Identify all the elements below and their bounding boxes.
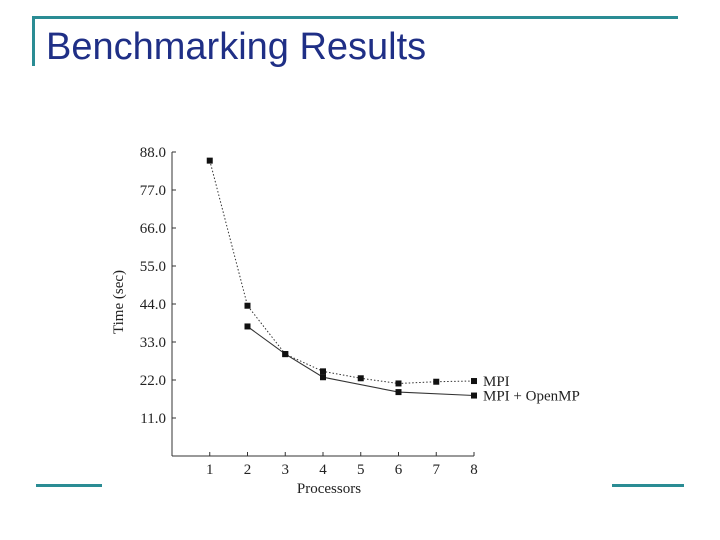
x-tick-label: 5 xyxy=(357,462,365,478)
y-tick-label: 66.0 xyxy=(140,221,166,237)
data-point xyxy=(320,374,326,381)
y-tick-label: 33.0 xyxy=(140,335,166,351)
data-point xyxy=(320,368,326,375)
data-point xyxy=(244,302,251,309)
x-tick-label: 6 xyxy=(395,462,403,478)
series-line xyxy=(247,326,475,397)
x-tick-label: 4 xyxy=(319,462,327,478)
x-tick-label: 7 xyxy=(433,462,441,478)
data-point xyxy=(471,392,477,399)
series-mpi: MPI xyxy=(206,157,510,390)
y-tick-label: 22.0 xyxy=(140,373,166,389)
y-ticks: 88.0 77.0 66.0 55.0 44.0 33.0 22.0 11.0 xyxy=(140,145,176,427)
data-point xyxy=(244,323,251,330)
data-point xyxy=(433,378,440,385)
y-tick-label: 88.0 xyxy=(140,145,166,161)
legend-label: MPI + OpenMP xyxy=(483,389,580,405)
accent-rule-left xyxy=(36,484,102,487)
x-ticks: 1 2 3 4 5 6 7 8 xyxy=(206,452,478,478)
y-tick-label: 44.0 xyxy=(140,297,166,313)
y-tick-label: 55.0 xyxy=(140,259,166,275)
x-axis-label: Processors xyxy=(297,481,361,497)
frame-left-rule xyxy=(32,16,35,66)
data-point xyxy=(395,380,402,387)
data-point xyxy=(282,351,289,358)
data-point xyxy=(206,157,213,164)
x-tick-label: 1 xyxy=(206,462,214,478)
x-tick-label: 8 xyxy=(470,462,478,478)
data-point xyxy=(395,389,402,396)
series-line xyxy=(209,160,475,385)
x-tick-label: 3 xyxy=(282,462,290,478)
series-mpi-openmp: MPI + OpenMP xyxy=(244,323,580,405)
y-axis-label: Time (sec) xyxy=(111,270,127,334)
legend-label: MPI xyxy=(483,374,510,390)
frame-top-rule xyxy=(32,16,678,19)
chart-axes xyxy=(171,152,474,457)
data-point xyxy=(471,378,477,385)
slide-title: Benchmarking Results xyxy=(46,26,427,68)
data-point xyxy=(357,375,364,382)
y-tick-label: 77.0 xyxy=(140,183,166,199)
y-tick-label: 11.0 xyxy=(140,411,166,427)
accent-rule-right xyxy=(612,484,684,487)
x-tick-label: 2 xyxy=(244,462,252,478)
